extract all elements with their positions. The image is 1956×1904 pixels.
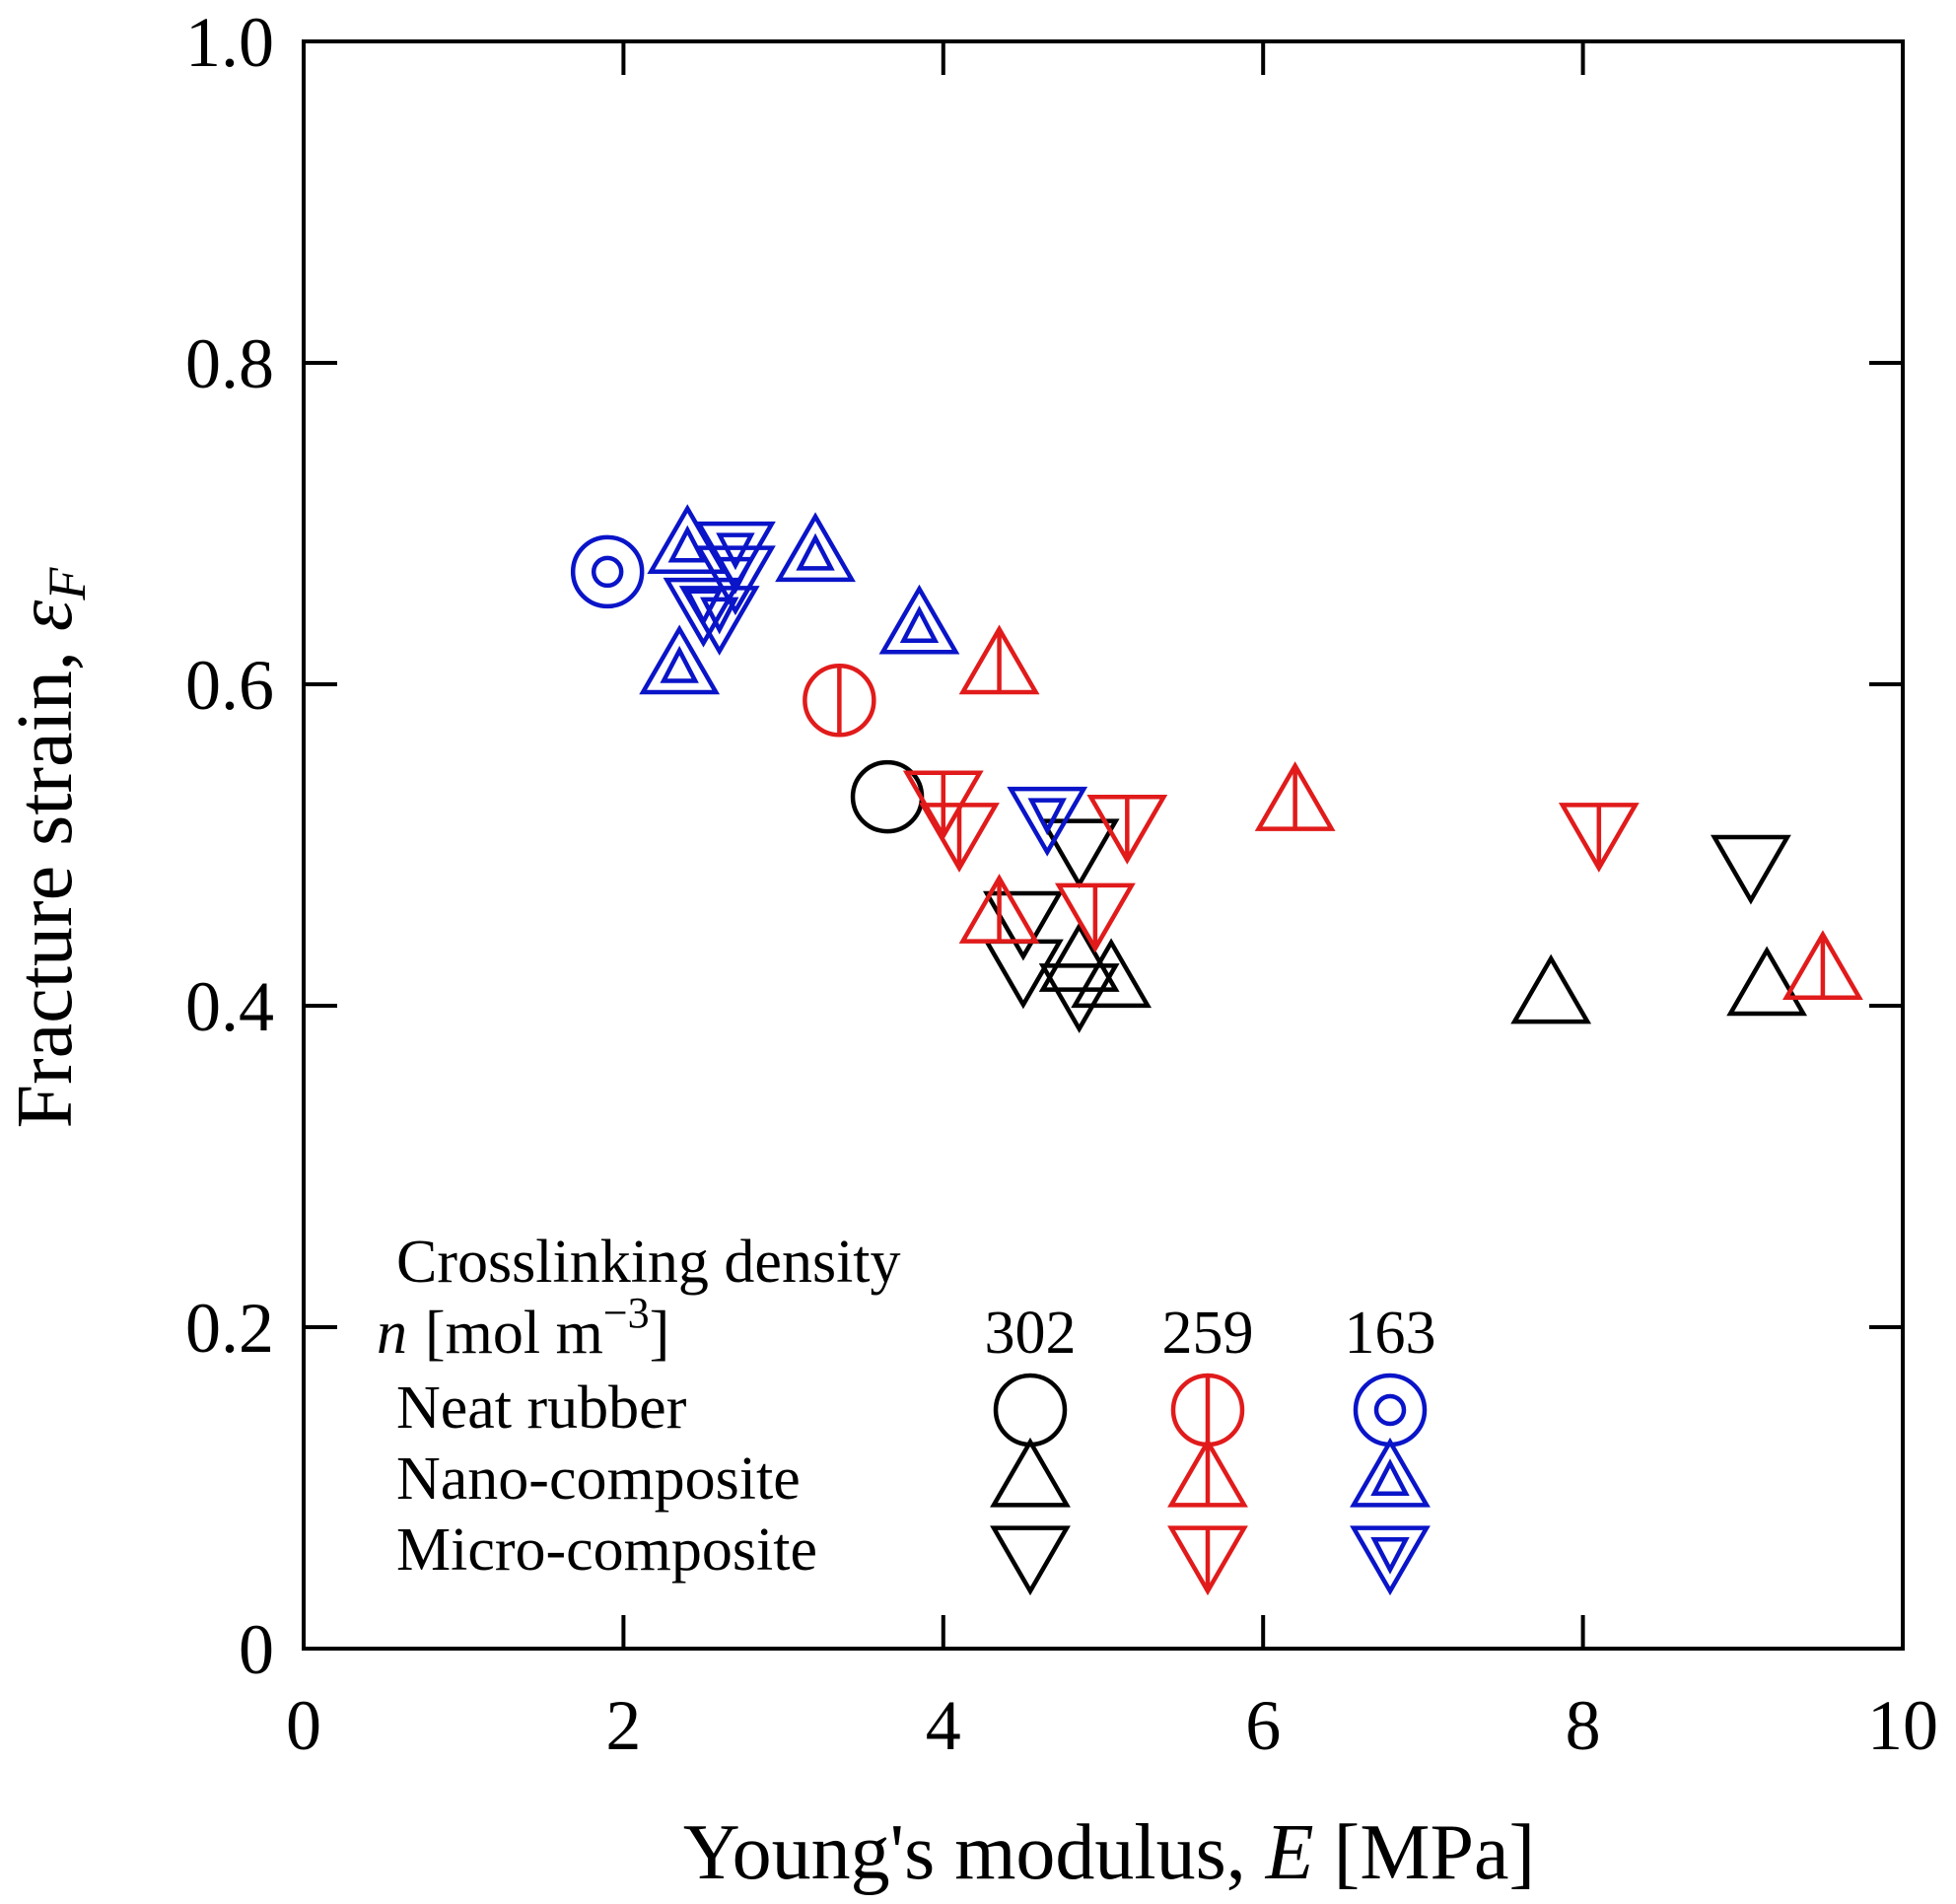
y-tick-label: 1.0	[185, 3, 274, 82]
x-tick-label: 6	[1245, 1686, 1281, 1765]
x-axis-title: Young's modulus, E [MPa]	[683, 1809, 1535, 1896]
legend-density-259: 259	[1162, 1300, 1254, 1367]
y-tick-label: 0.6	[185, 646, 274, 725]
point-163-triangle-up	[878, 584, 960, 655]
tick-labels: 0 2 4 6 8 10 0 0.2 0.4 0.6 0.8 1.0	[185, 3, 1938, 1765]
point-302-triangle-down	[1711, 834, 1791, 905]
legend-marker-259-triangle-down	[1167, 1525, 1248, 1596]
point-163-triangle-up	[775, 512, 856, 583]
legend-marker-302-triangle-up	[990, 1437, 1071, 1508]
point-302-triangle-down	[1038, 818, 1120, 889]
point-259-triangle-up	[958, 624, 1040, 695]
point-259-triangle-up	[1254, 761, 1336, 831]
legend-marker-259-circle	[1170, 1373, 1245, 1447]
x-tick-label: 8	[1566, 1686, 1601, 1765]
legend-row-label: Neat rubber	[396, 1375, 687, 1442]
data-markers	[570, 504, 1863, 1033]
point-302-triangle-up	[1726, 946, 1808, 1017]
point-163-circle	[570, 534, 645, 609]
point-163-triangle-up	[647, 504, 729, 575]
point-302-triangle-up	[1071, 938, 1153, 1009]
legend-marker-302-circle	[993, 1373, 1068, 1447]
legend: Crosslinking density n [mol m−3] 302 259 16…	[377, 1229, 1436, 1596]
legend-row-label: Nano-composite	[396, 1446, 801, 1513]
legend-markers	[990, 1373, 1431, 1596]
point-302-triangle-down	[983, 890, 1064, 961]
point-163-triangle-down	[695, 521, 776, 592]
legend-density-headers: 302 259 163	[985, 1300, 1436, 1367]
y-axis-title: Fracture strain, εF	[2, 567, 97, 1129]
legend-marker-163-triangle-up	[1350, 1437, 1431, 1508]
legend-density-163: 163	[1345, 1300, 1436, 1367]
legend-title: Crosslinking density	[396, 1229, 901, 1296]
point-302-triangle-down	[1038, 963, 1120, 1033]
point-259-triangle-down	[1558, 803, 1640, 873]
x-tick-label: 4	[926, 1686, 961, 1765]
point-163-triangle-down	[1007, 786, 1088, 857]
point-259-triangle-down	[1054, 882, 1136, 953]
legend-row-label: Micro-composite	[396, 1516, 817, 1584]
legend-marker-163-triangle-down	[1350, 1525, 1431, 1596]
legend-density-302: 302	[985, 1300, 1077, 1367]
legend-unit: n [mol m−3]	[377, 1289, 669, 1367]
x-tick-label: 10	[1867, 1686, 1938, 1765]
axis-ticks	[302, 39, 1905, 1651]
x-tick-label: 2	[605, 1686, 641, 1765]
point-302-triangle-up	[1510, 953, 1592, 1024]
y-tick-label: 0	[239, 1610, 274, 1689]
point-302-triangle-up	[1038, 922, 1120, 992]
plot-area	[302, 39, 1905, 1651]
point-259-circle	[803, 664, 876, 738]
point-259-triangle-down	[919, 803, 1000, 873]
x-tick-label: 0	[286, 1686, 321, 1765]
y-tick-label: 0.8	[185, 324, 274, 403]
legend-marker-302-triangle-down	[990, 1525, 1071, 1596]
y-tick-label: 0.2	[185, 1289, 274, 1368]
point-259-triangle-up	[958, 874, 1040, 944]
point-259-triangle-up	[1782, 930, 1863, 1000]
legend-marker-259-triangle-up	[1167, 1437, 1248, 1508]
point-259-triangle-down	[1086, 794, 1168, 865]
y-tick-label: 0.4	[185, 967, 274, 1046]
point-163-triangle-up	[639, 624, 721, 695]
plot-frame	[302, 39, 1905, 1651]
point-163-triangle-down	[678, 586, 760, 656]
legend-marker-163-circle	[1353, 1373, 1428, 1447]
